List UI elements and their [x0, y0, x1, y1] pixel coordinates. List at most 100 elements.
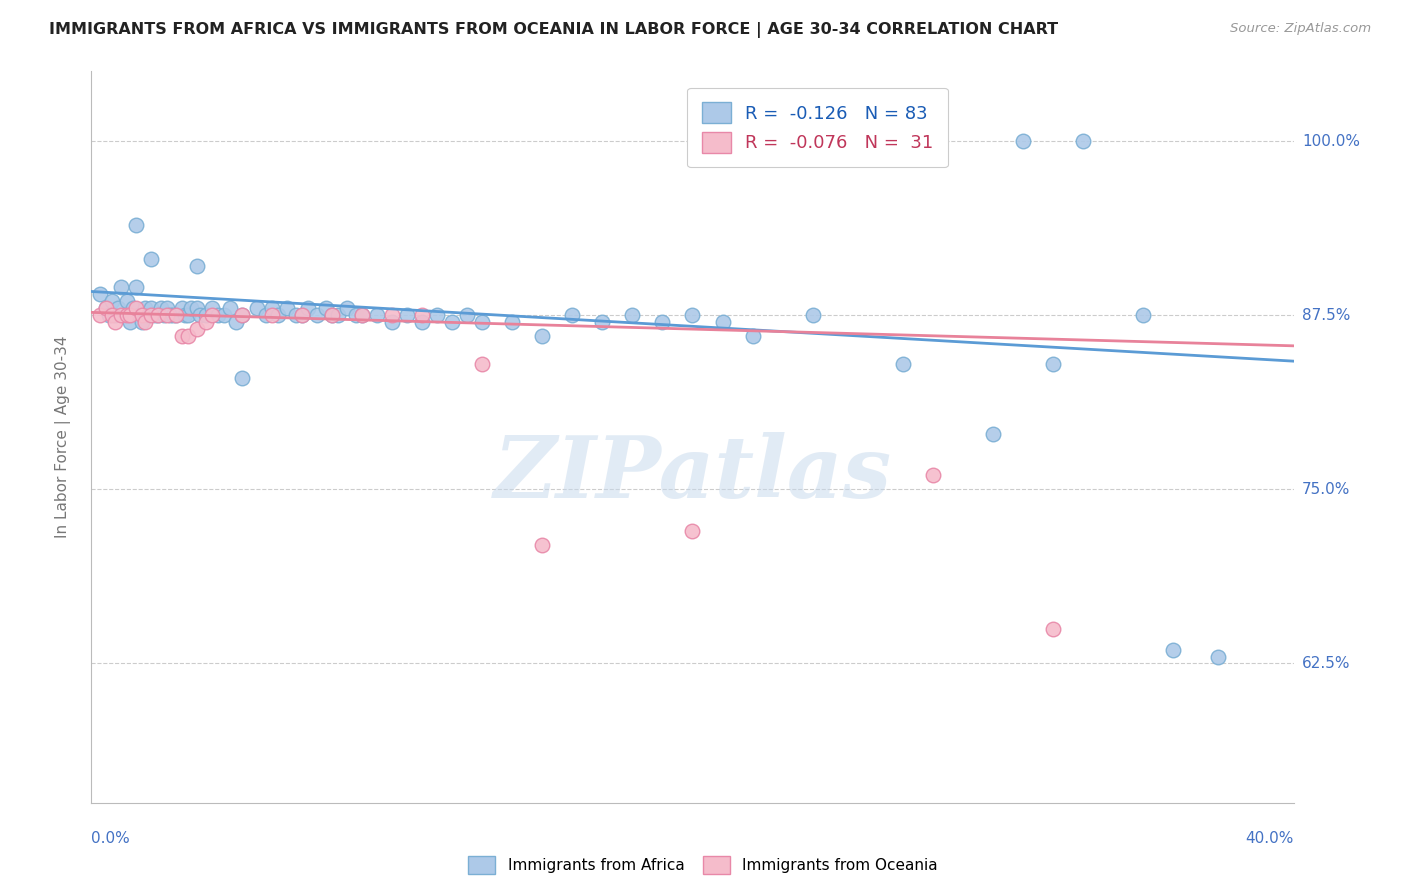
Point	[122, 301, 145, 316]
Point	[681, 524, 703, 538]
Point	[297, 301, 319, 316]
Point	[104, 315, 127, 329]
Point	[212, 308, 235, 322]
Point	[96, 301, 118, 316]
Point	[146, 308, 169, 322]
Point	[101, 308, 124, 322]
Point	[801, 308, 824, 322]
Point	[231, 308, 253, 322]
Point	[381, 315, 404, 329]
Point	[141, 308, 163, 322]
Point	[89, 308, 111, 322]
Point	[981, 426, 1004, 441]
Point	[188, 308, 211, 322]
Point	[180, 301, 202, 316]
Point	[110, 280, 132, 294]
Point	[89, 287, 111, 301]
Point	[922, 468, 945, 483]
Point	[225, 315, 247, 329]
Point	[125, 218, 148, 232]
Point	[315, 301, 337, 316]
Point	[155, 308, 177, 322]
Point	[131, 315, 153, 329]
Point	[254, 308, 277, 322]
Point	[291, 308, 314, 322]
Point	[170, 301, 193, 316]
Point	[411, 315, 433, 329]
Point	[186, 322, 208, 336]
Point	[207, 308, 229, 322]
Point	[143, 308, 166, 322]
Point	[194, 315, 217, 329]
Point	[591, 315, 613, 329]
Text: 75.0%: 75.0%	[1302, 482, 1350, 497]
Point	[336, 301, 359, 316]
Point	[260, 301, 283, 316]
Point	[284, 308, 307, 322]
Point	[321, 308, 343, 322]
Point	[1132, 308, 1154, 322]
Point	[165, 308, 187, 322]
Point	[218, 301, 240, 316]
Point	[1042, 622, 1064, 636]
Point	[1071, 134, 1094, 148]
Point	[149, 301, 172, 316]
Point	[138, 308, 160, 322]
Point	[186, 260, 208, 274]
Point	[125, 301, 148, 316]
Point	[344, 308, 367, 322]
Point	[366, 308, 388, 322]
Point	[395, 308, 418, 322]
Text: 40.0%: 40.0%	[1246, 830, 1294, 846]
Point	[291, 308, 314, 322]
Y-axis label: In Labor Force | Age 30-34: In Labor Force | Age 30-34	[55, 335, 70, 539]
Text: Source: ZipAtlas.com: Source: ZipAtlas.com	[1230, 22, 1371, 36]
Point	[260, 308, 283, 322]
Point	[96, 301, 118, 316]
Point	[170, 329, 193, 343]
Point	[561, 308, 583, 322]
Point	[141, 252, 163, 267]
Point	[146, 308, 169, 322]
Point	[741, 329, 763, 343]
Point	[186, 301, 208, 316]
Point	[681, 308, 703, 322]
Point	[120, 308, 142, 322]
Text: 62.5%: 62.5%	[1302, 656, 1350, 671]
Point	[194, 308, 217, 322]
Point	[201, 301, 224, 316]
Point	[305, 308, 328, 322]
Point	[117, 294, 139, 309]
Point	[471, 357, 494, 371]
Point	[155, 301, 177, 316]
Point	[114, 308, 136, 322]
Point	[176, 308, 198, 322]
Point	[891, 357, 914, 371]
Point	[134, 301, 156, 316]
Point	[246, 301, 269, 316]
Point	[471, 315, 494, 329]
Point	[501, 315, 523, 329]
Point	[1042, 357, 1064, 371]
Point	[267, 308, 290, 322]
Point	[117, 308, 139, 322]
Point	[134, 315, 156, 329]
Point	[381, 308, 404, 322]
Point	[531, 329, 554, 343]
Point	[120, 315, 142, 329]
Point	[1012, 134, 1035, 148]
Legend: R =  -0.126   N = 83, R =  -0.076   N =  31: R = -0.126 N = 83, R = -0.076 N = 31	[688, 87, 948, 168]
Point	[321, 308, 343, 322]
Text: 87.5%: 87.5%	[1302, 308, 1350, 323]
Point	[411, 308, 433, 322]
Point	[152, 308, 174, 322]
Point	[176, 329, 198, 343]
Point	[98, 308, 121, 322]
Point	[276, 301, 298, 316]
Point	[110, 308, 132, 322]
Point	[141, 301, 163, 316]
Point	[621, 308, 644, 322]
Point	[231, 308, 253, 322]
Text: 0.0%: 0.0%	[91, 830, 131, 846]
Point	[128, 308, 150, 322]
